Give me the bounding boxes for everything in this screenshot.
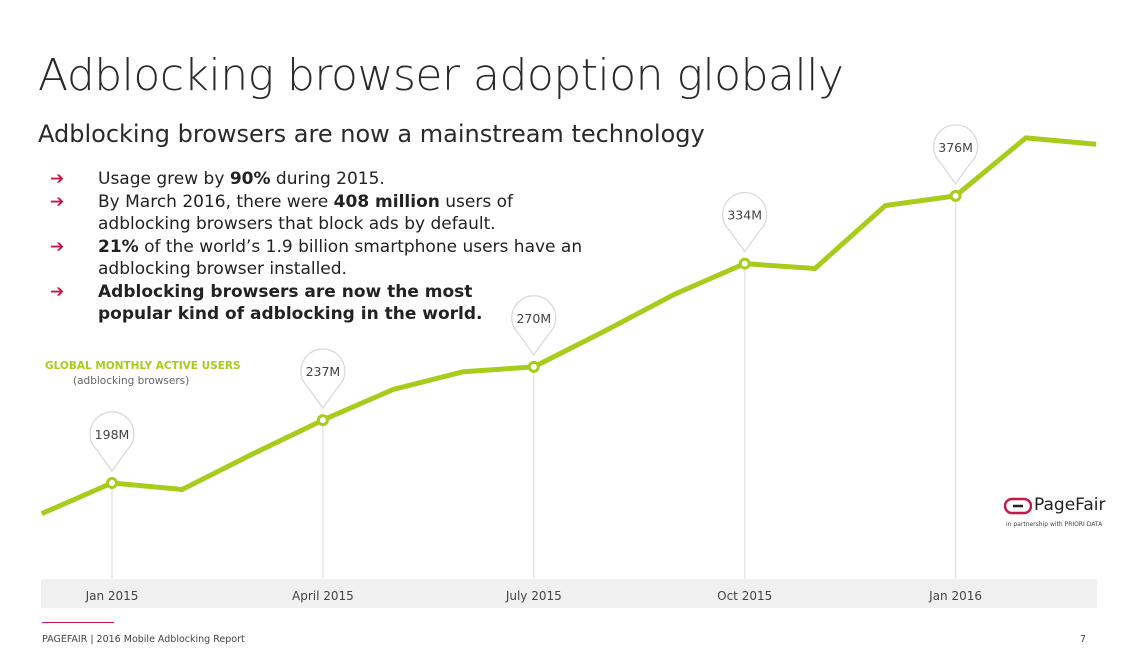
slide-title: Adblocking browser adoption globally bbox=[38, 50, 844, 101]
bullet-item: ➔ Adblocking browsers are now the most po… bbox=[50, 281, 538, 326]
x-tick-label: Jan 2016 bbox=[928, 589, 982, 603]
bullet-text: 90% bbox=[229, 169, 271, 189]
bullet-text: during 2015. bbox=[270, 169, 385, 189]
callout-pin bbox=[89, 411, 135, 473]
arrow-icon: ➔ bbox=[50, 191, 65, 212]
bullet-text: By March 2016, there were bbox=[98, 191, 334, 212]
callout-marker bbox=[106, 477, 118, 489]
footer-divider bbox=[42, 622, 114, 623]
callout-pin bbox=[511, 295, 557, 356]
bullet-text: Adblocking browsers are now the most pop… bbox=[98, 281, 483, 325]
pagefair-logo-icon bbox=[1004, 497, 1032, 515]
bullet-text: Usage grew by bbox=[98, 169, 230, 189]
callout-label: 334M bbox=[727, 208, 762, 223]
footer-text: PAGEFAIR | 2016 Mobile Adblocking Report bbox=[42, 634, 245, 645]
callout-marker bbox=[527, 360, 540, 373]
callout-marker bbox=[738, 257, 751, 270]
x-tick-label: April 2015 bbox=[292, 589, 354, 603]
data-line bbox=[40, 135, 1097, 516]
arrow-icon: ➔ bbox=[50, 236, 65, 257]
x-tick-label: July 2015 bbox=[505, 589, 562, 603]
callout-label: 198M bbox=[95, 427, 130, 442]
page-number: 7 bbox=[1080, 634, 1087, 645]
bullet-text: 408 million bbox=[333, 191, 440, 212]
arrow-icon: ➔ bbox=[50, 281, 65, 302]
callout-pin bbox=[722, 192, 768, 253]
callout-label: 376M bbox=[938, 140, 973, 155]
logo-subtext: in partnership with PRIORI DATA bbox=[1006, 521, 1103, 528]
bullet-text: of the world’s 1.9 billion smartphone us… bbox=[98, 236, 583, 280]
bullet-text: 21% bbox=[98, 236, 139, 257]
bullet-list: ➔ Usage grew by 90% during 2015. ➔ By March… bbox=[50, 168, 590, 326]
x-tick-label: Oct 2015 bbox=[717, 589, 772, 603]
bullet-item: ➔ Usage grew by 90% during 2015. bbox=[50, 168, 590, 191]
logo-name: PageFair bbox=[1034, 495, 1106, 515]
bullet-item: ➔ By March 2016, there were 408 million u… bbox=[50, 191, 590, 236]
callout-pin bbox=[933, 124, 979, 185]
y-axis-sublabel: (adblocking browsers) bbox=[73, 375, 190, 387]
x-tick-label: Jan 2015 bbox=[85, 589, 139, 603]
x-axis-band bbox=[41, 579, 1097, 608]
callout-marker bbox=[949, 189, 962, 202]
callout-label: 237M bbox=[306, 364, 341, 379]
bullet-text: users of adblocking browsers that block … bbox=[98, 191, 514, 235]
callout-label: 270M bbox=[516, 311, 551, 326]
arrow-icon: ➔ bbox=[50, 169, 65, 189]
y-axis-label: GLOBAL MONTHLY ACTIVE USERS bbox=[45, 360, 241, 372]
slide-subtitle: Adblocking browsers are now a mainstream… bbox=[38, 120, 705, 148]
callout-pin bbox=[300, 348, 346, 410]
callout-marker bbox=[316, 414, 329, 427]
bullet-item: ➔ 21% of the world’s 1.9 billion smartpho… bbox=[50, 236, 590, 281]
